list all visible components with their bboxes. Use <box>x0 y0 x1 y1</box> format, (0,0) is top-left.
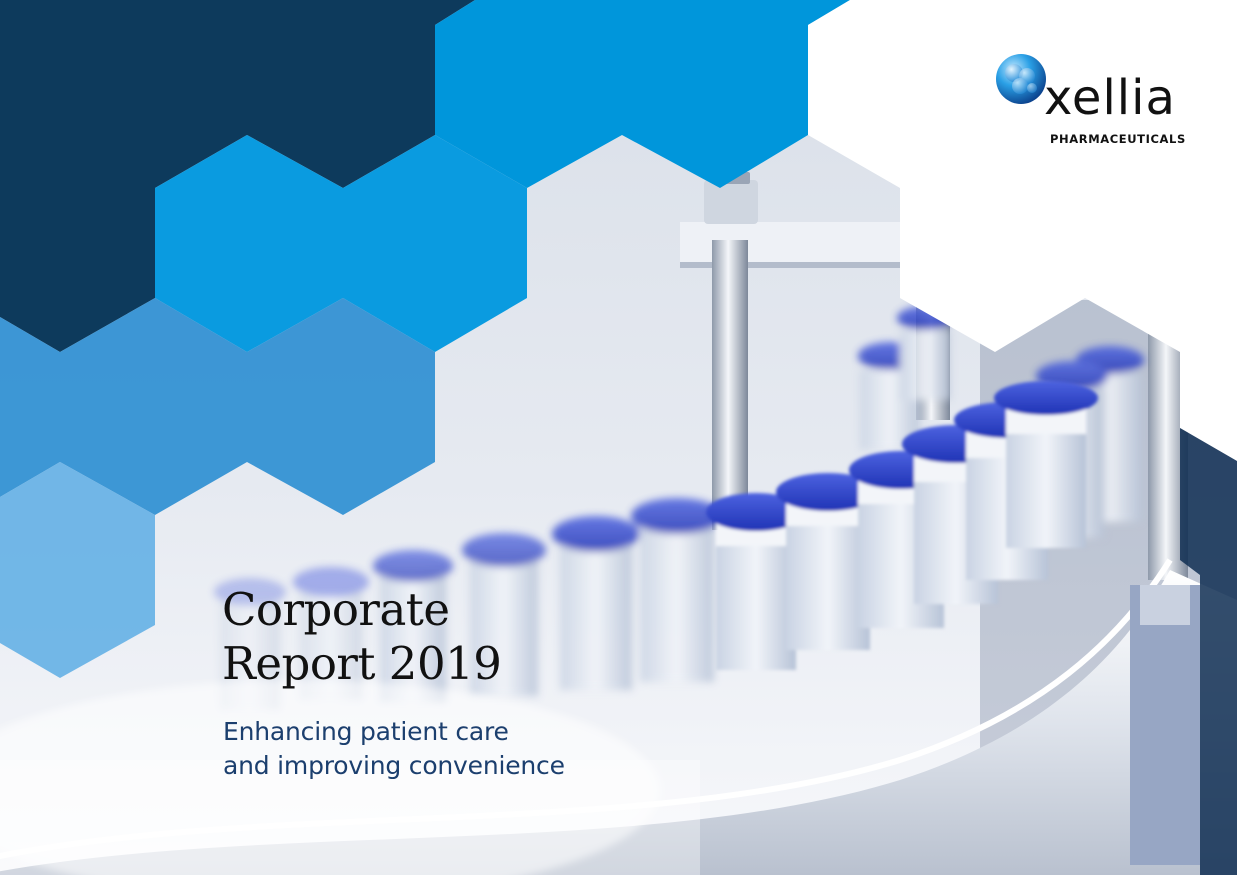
hexagon-white-shape <box>808 0 1237 461</box>
hexagon-lightblue-shape <box>0 462 155 678</box>
hexagon-blue-mid-shape <box>155 135 527 352</box>
brand-wordmark: xellia <box>1044 70 1176 126</box>
blue-molecule-sphere-icon <box>996 54 1046 104</box>
hexagon-midblue-shape <box>0 298 435 515</box>
brand-tagline: PHARMACEUTICALS <box>1050 132 1186 146</box>
cover-subtitle-line-1: Enhancing patient care <box>223 717 509 746</box>
hexagon-blue-top-shape <box>435 0 850 188</box>
cover-subtitle-line-2: and improving convenience <box>223 751 565 780</box>
cover-subtitle: Enhancing patient care and improving con… <box>223 715 565 783</box>
cover-title-line-1: Corporate <box>222 583 450 636</box>
cover-title-line-2: Report 2019 <box>222 637 502 690</box>
hexagon-navy-corner-shape <box>1180 428 1237 875</box>
xellia-logo: xellia PHARMACEUTICALS <box>994 52 1194 148</box>
cover-title: Corporate Report 2019 <box>222 583 502 691</box>
hexagon-navy-shape <box>0 0 475 352</box>
